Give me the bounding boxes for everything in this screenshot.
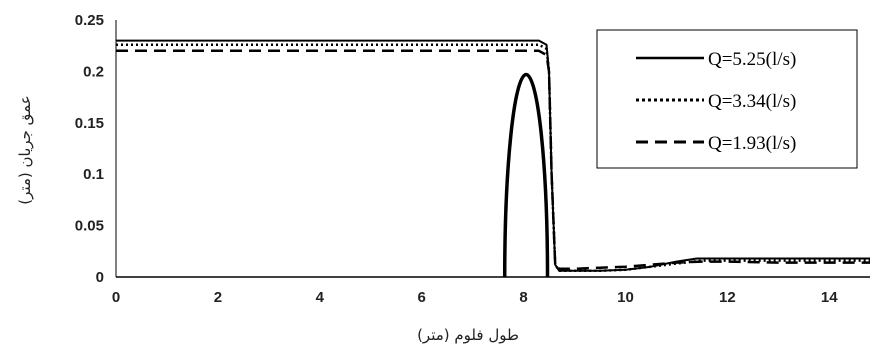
x-tick-label: 14 [821,289,838,306]
x-tick-label: 2 [214,289,222,306]
y-axis-title: عمق جریان (متر) [16,95,34,205]
obstacle-layer [505,74,548,277]
plot-area: 0 2 4 6 8 10 12 14 0 0.05 0.1 0.15 0.2 0.25 [75,12,870,306]
x-tick-label: 8 [519,289,527,306]
x-tick-label: 0 [112,289,120,306]
x-axis-title: طول فلوم (متر) [417,326,519,344]
legend-box [596,29,858,169]
legend-label: Q=1.93(l/s) [708,133,796,154]
y-tick-label: 0.15 [75,115,104,132]
y-tick-label: 0.1 [83,166,104,183]
legend-label: Q=3.34(l/s) [708,91,796,112]
y-tick-label: 0.05 [75,218,104,235]
series-line [116,49,870,271]
y-tick-label: 0 [96,269,104,286]
legend-label: Q=5.25(l/s) [708,49,796,70]
x-tick-label: 4 [316,289,325,306]
x-tick-label: 12 [719,289,736,306]
x-tick-label: 10 [617,289,634,306]
x-tick-label: 6 [418,289,426,306]
obstacle-outline [505,74,548,277]
series-layer [116,39,870,273]
y-tick-label: 0.25 [75,12,104,29]
axis-ticks: 0 2 4 6 8 10 12 14 0 0.05 0.1 0.15 0.2 0.25 [75,12,838,306]
y-tick-label: 0.2 [83,63,104,80]
legend: Q=5.25(l/s) Q=3.34(l/s) Q=1.93(l/s) [596,29,858,169]
